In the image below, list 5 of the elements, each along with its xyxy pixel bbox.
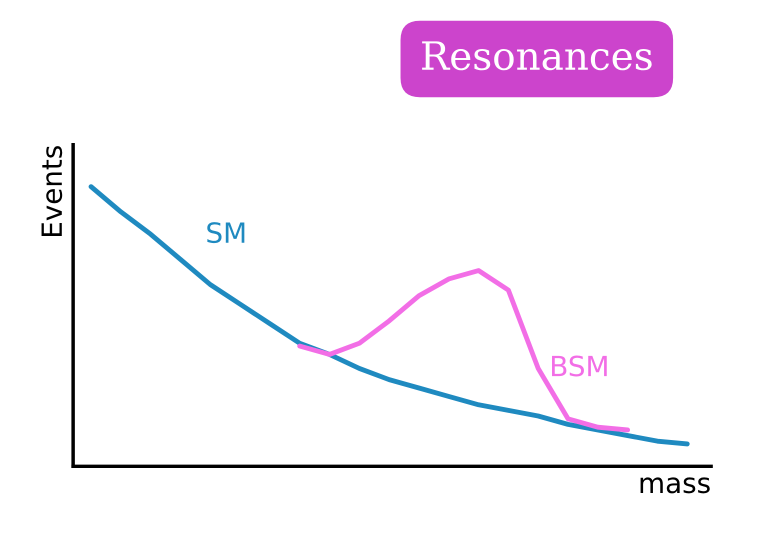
series-label: BSM <box>552 355 607 376</box>
x-axis-title: mass <box>640 477 710 494</box>
series-label: SM <box>207 222 244 244</box>
y-axis-title: Events <box>42 146 62 236</box>
chart-title: Resonances <box>422 41 652 70</box>
